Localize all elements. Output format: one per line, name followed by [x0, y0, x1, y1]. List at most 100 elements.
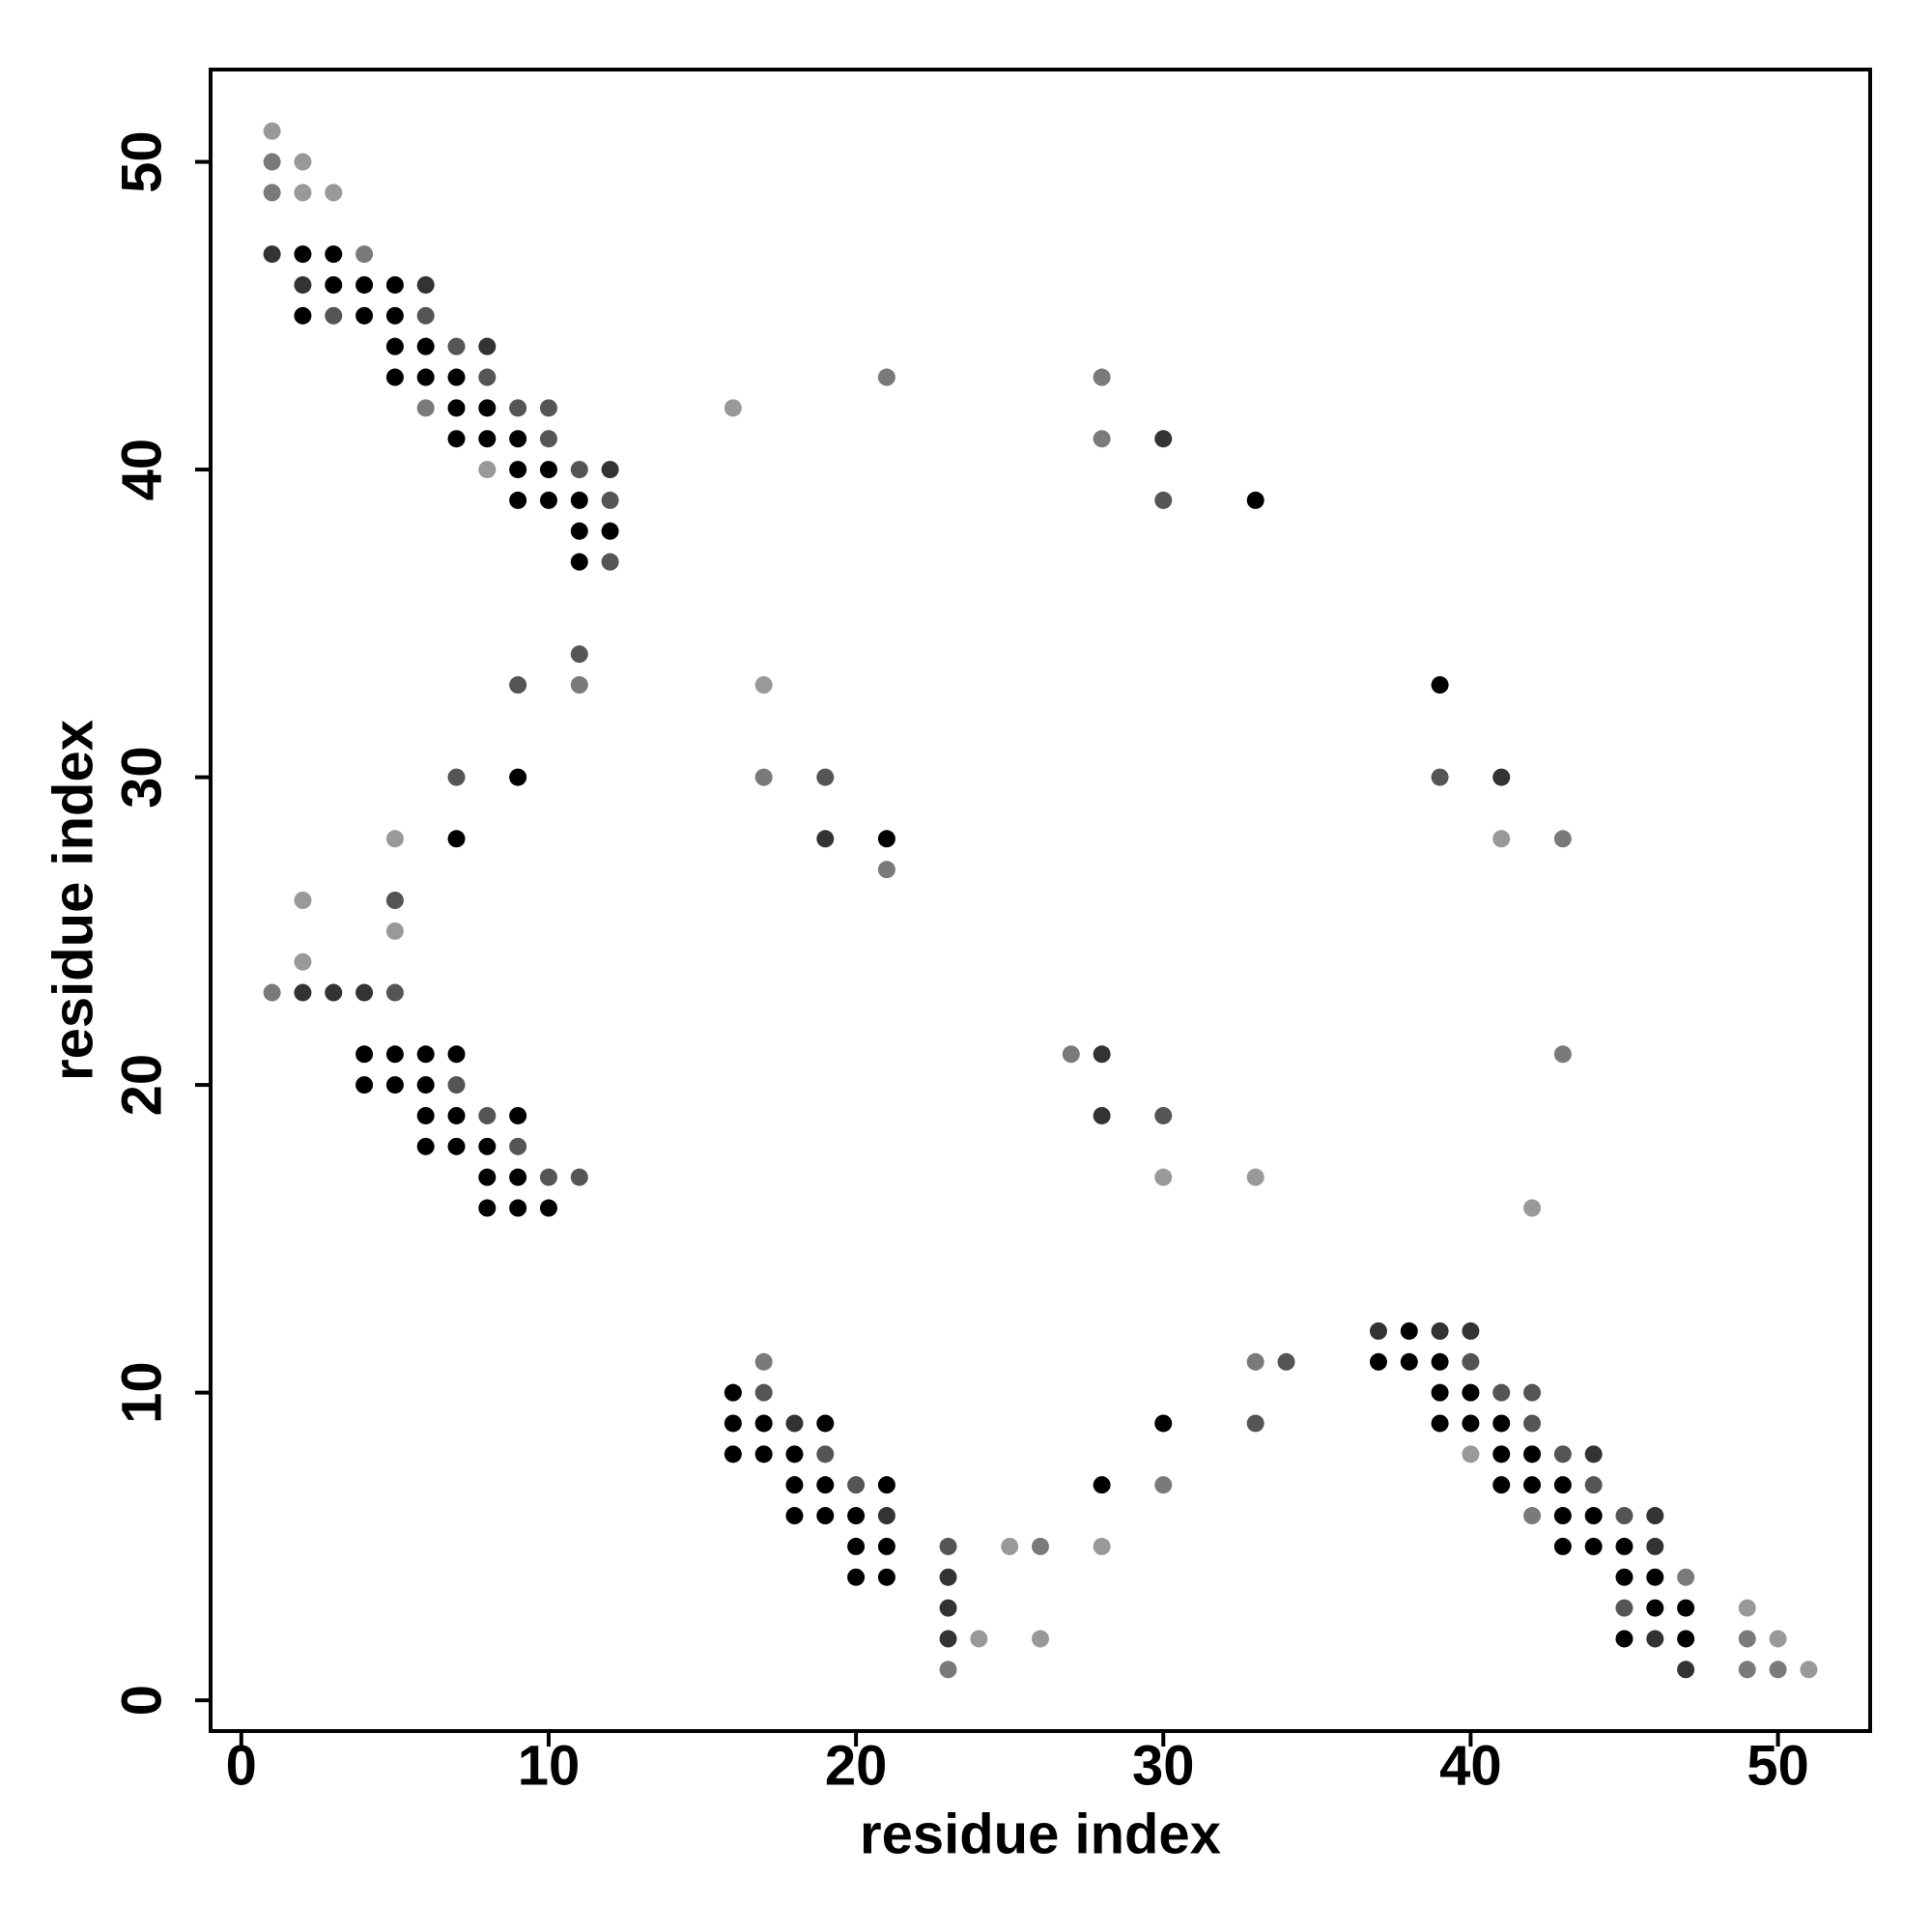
contact-point — [724, 1414, 742, 1433]
contact-point — [294, 184, 312, 202]
contact-point — [816, 1414, 835, 1433]
contact-point — [754, 1352, 773, 1371]
contact-point — [355, 245, 374, 264]
contact-point — [1369, 1352, 1387, 1371]
contact-point — [1093, 1476, 1111, 1494]
contact-point — [416, 1106, 435, 1124]
contact-point — [1615, 1537, 1634, 1555]
x-tick-label: 30 — [1132, 1734, 1195, 1797]
contact-point — [1677, 1661, 1695, 1679]
contact-point — [1246, 1414, 1264, 1433]
contact-point — [601, 522, 619, 540]
contact-point — [1246, 1168, 1264, 1186]
contact-point — [478, 368, 497, 386]
contact-point — [447, 1076, 466, 1094]
contact-point — [263, 153, 281, 171]
contact-point — [754, 1445, 773, 1463]
contact-point — [385, 306, 404, 325]
contact-point — [447, 768, 466, 786]
contact-point — [816, 1507, 835, 1525]
contact-point — [1738, 1599, 1756, 1617]
contact-point — [294, 245, 312, 264]
contact-point — [1584, 1476, 1603, 1494]
contact-point — [478, 399, 497, 417]
contact-point — [877, 1507, 895, 1525]
y-tick-label: 40 — [110, 439, 173, 501]
contact-point — [1738, 1661, 1756, 1679]
contact-point — [325, 245, 343, 264]
contact-point — [939, 1630, 957, 1648]
contact-point — [447, 430, 466, 448]
contact-point — [416, 399, 435, 417]
contact-point — [1615, 1568, 1634, 1586]
contact-point — [1431, 1414, 1449, 1433]
contact-point — [1154, 430, 1173, 448]
contact-point — [447, 337, 466, 355]
contact-point — [385, 922, 404, 940]
contact-point — [478, 1168, 497, 1186]
contact-point — [1032, 1537, 1049, 1555]
contact-point — [877, 861, 895, 879]
contact-point — [1462, 1352, 1480, 1371]
contact-point — [601, 491, 619, 509]
contact-point — [724, 1445, 742, 1463]
contact-point — [478, 1137, 497, 1155]
contact-point — [724, 399, 742, 417]
contact-point — [754, 768, 773, 786]
contact-point — [294, 952, 312, 971]
contact-point — [570, 1168, 588, 1186]
contact-point — [1093, 1045, 1111, 1064]
contact-point — [478, 1199, 497, 1217]
contact-point — [570, 676, 588, 695]
contact-point — [847, 1476, 866, 1494]
contact-point — [1553, 1537, 1572, 1555]
contact-point — [570, 553, 588, 571]
contact-point — [539, 399, 557, 417]
contact-point — [877, 1537, 895, 1555]
y-tick-label: 50 — [110, 130, 173, 193]
contact-point — [1431, 676, 1449, 695]
contact-point — [416, 275, 435, 294]
contact-point — [447, 830, 466, 848]
contact-point — [1492, 1476, 1511, 1494]
contact-point — [754, 1383, 773, 1402]
contact-point — [1062, 1045, 1080, 1064]
contact-point — [385, 830, 404, 848]
contact-point — [939, 1537, 957, 1555]
contact-point — [1462, 1321, 1480, 1340]
contact-point — [1154, 1414, 1173, 1433]
contact-point — [1492, 1383, 1511, 1402]
x-tick-label: 40 — [1439, 1734, 1502, 1797]
contact-point — [1093, 368, 1111, 386]
contact-point — [1154, 1168, 1173, 1186]
contact-point — [1154, 1106, 1173, 1124]
contact-point — [447, 1045, 466, 1064]
contact-point — [1584, 1537, 1603, 1555]
contact-point — [416, 306, 435, 325]
contact-point — [816, 1445, 835, 1463]
contact-point — [1738, 1630, 1756, 1648]
contact-point — [1646, 1568, 1664, 1586]
contact-point — [1646, 1537, 1664, 1555]
plot-frame — [209, 68, 1872, 1733]
contact-point — [785, 1476, 804, 1494]
contact-point — [416, 1076, 435, 1094]
x-tick-label: 0 — [226, 1734, 257, 1797]
contact-point — [1677, 1599, 1695, 1617]
contact-point — [294, 275, 312, 294]
contact-point — [447, 1106, 466, 1124]
contact-point — [601, 553, 619, 571]
contact-point — [877, 1476, 895, 1494]
contact-point — [1492, 768, 1511, 786]
contact-point — [509, 399, 527, 417]
y-tick-label: 10 — [110, 1361, 173, 1424]
contact-point — [263, 184, 281, 202]
contact-point — [355, 1045, 374, 1064]
contact-point — [570, 491, 588, 509]
contact-point — [1523, 1445, 1542, 1463]
contact-point — [447, 1137, 466, 1155]
contact-point — [416, 1137, 435, 1155]
contact-point — [1093, 430, 1111, 448]
contact-point — [385, 368, 404, 386]
contact-point — [1093, 1106, 1111, 1124]
